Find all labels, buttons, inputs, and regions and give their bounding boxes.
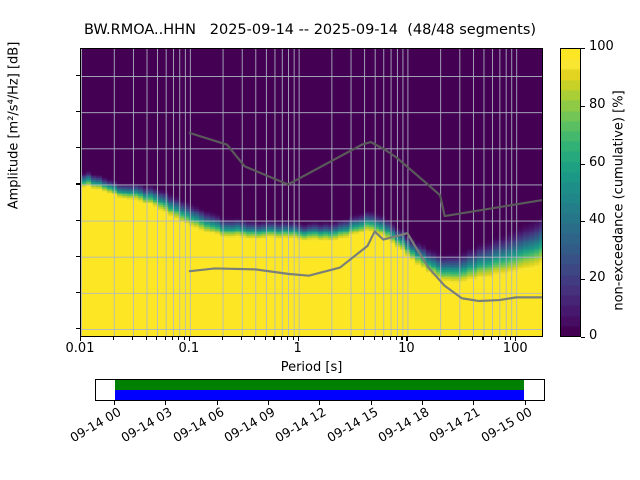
- x-axis-minor-tick-mark: [401, 337, 403, 340]
- colorbar-tick-label: 80: [589, 96, 606, 112]
- timeline-tick-label: 09-15 00: [478, 404, 535, 446]
- x-axis-minor-tick-mark: [382, 337, 384, 340]
- x-axis-tick-label: 0.1: [178, 341, 200, 356]
- x-axis-label: Period [s]: [280, 360, 343, 375]
- colorbar-tick-label: 60: [589, 154, 606, 170]
- x-axis-minor-tick-mark: [131, 337, 133, 340]
- x-axis-minor-tick-mark: [171, 337, 174, 340]
- x-axis-minor-tick-mark: [458, 337, 460, 340]
- x-axis-minor-tick-mark: [183, 337, 185, 340]
- x-axis-minor-tick-mark: [349, 337, 351, 340]
- colorbar-tick-label: 100: [589, 39, 614, 54]
- timeline-tick-label: 09-14 00: [67, 404, 124, 446]
- x-axis-minor-tick-mark: [510, 337, 512, 340]
- x-axis-minor-tick-mark: [498, 337, 500, 340]
- colorbar-tick-label: 0: [589, 328, 598, 343]
- x-axis-tick-mark: [406, 337, 408, 341]
- y-axis-tick-mark: [76, 183, 80, 185]
- x-axis-minor-tick-mark: [178, 337, 180, 340]
- x-axis-tick-label: 1: [293, 341, 302, 356]
- timeline-tick-label: 09-14 18: [375, 404, 432, 446]
- x-axis-minor-tick-mark: [273, 337, 275, 340]
- x-axis-minor-tick-mark: [280, 337, 282, 340]
- x-axis-minor-tick-mark: [389, 337, 391, 340]
- timeline-tick-mark: [165, 401, 167, 405]
- timeline-tick-mark: [422, 401, 424, 405]
- x-axis-tick-label: 10: [398, 341, 415, 356]
- timeline-tick-label: 09-14 03: [118, 404, 175, 446]
- data-coverage-timeline[interactable]: [95, 379, 545, 401]
- timeline-tick-mark: [524, 401, 526, 405]
- x-axis-minor-tick-mark: [240, 337, 242, 340]
- colorbar-tick-mark: [581, 48, 585, 50]
- x-axis-minor-tick-mark: [439, 337, 441, 340]
- timeline-tick-mark: [319, 401, 321, 405]
- timeline-segment-bar-top: [114, 380, 524, 390]
- timeline-tick-label: 09-14 06: [169, 404, 227, 446]
- x-axis-minor-tick-mark: [471, 337, 474, 340]
- colorbar-tick-mark: [581, 337, 585, 339]
- timeline-tick-label: 09-14 15: [323, 404, 381, 446]
- x-axis-minor-tick-mark: [145, 337, 147, 340]
- timeline-tick-label: 09-14 21: [426, 404, 483, 446]
- x-axis-minor-tick-mark: [287, 337, 289, 340]
- x-axis-tick-mark: [297, 337, 299, 341]
- x-axis-tick-mark: [188, 337, 190, 341]
- y-axis-tick-mark: [76, 147, 80, 149]
- colorbar-tick-mark: [581, 221, 585, 223]
- x-axis-minor-tick-mark: [373, 337, 375, 340]
- x-axis-minor-tick-mark: [264, 337, 266, 340]
- x-axis-tick-mark: [80, 337, 82, 341]
- ppsd-plot-axes: [80, 48, 543, 337]
- y-axis-tick-mark: [76, 255, 80, 257]
- y-axis-tick-mark: [76, 111, 80, 113]
- y-axis-tick-mark: [76, 291, 80, 293]
- y-axis-tick-mark: [76, 219, 80, 221]
- x-axis-minor-tick-mark: [504, 337, 506, 340]
- x-axis-minor-tick-mark: [292, 337, 294, 340]
- timeline-tick-mark: [267, 401, 270, 405]
- colorbar-tick-label: 40: [589, 212, 606, 228]
- timeline-tick-label: 09-14 12: [272, 404, 329, 446]
- timeline-tick-label: 09-14 09: [221, 404, 278, 446]
- x-axis-minor-tick-mark: [395, 337, 397, 340]
- x-axis-minor-tick-mark: [221, 337, 223, 340]
- x-axis-minor-tick-mark: [482, 337, 484, 340]
- colorbar-gradient: [561, 49, 580, 336]
- x-axis-minor-tick-mark: [156, 337, 158, 340]
- timeline-tick-mark: [113, 401, 115, 405]
- x-axis-minor-tick-mark: [112, 337, 114, 340]
- x-axis-minor-tick-mark: [491, 337, 493, 340]
- x-axis-minor-tick-mark: [164, 337, 166, 340]
- y-axis-label: Amplitude [m²/s⁴/Hz] [dB]: [6, 41, 22, 210]
- timeline-tick-mark: [370, 401, 372, 405]
- timeline-tick-mark: [473, 401, 475, 405]
- x-axis-minor-tick-mark: [363, 337, 365, 340]
- page-title: BW.RMOA..HHN 2025-09-14 -- 2025-09-14 (4…: [83, 22, 537, 38]
- x-axis-minor-tick-mark: [254, 337, 256, 340]
- colorbar-tick-mark: [581, 105, 585, 107]
- x-axis-tick-label: 100: [502, 341, 528, 356]
- timeline-tick-mark: [216, 401, 218, 405]
- x-axis-tick-mark: [515, 337, 517, 341]
- y-axis-tick-mark: [76, 327, 80, 330]
- noise-model-overlay-canvas: [81, 49, 542, 336]
- timeline-segment-bar-bottom: [114, 390, 524, 400]
- colorbar-label: non-exceedance (cumulative) [%]: [611, 90, 627, 311]
- colorbar: [560, 48, 581, 337]
- colorbar-tick-mark: [581, 279, 585, 281]
- colorbar-tick-label: 20: [589, 270, 606, 286]
- colorbar-tick-mark: [581, 163, 585, 165]
- y-axis-tick-mark: [76, 75, 80, 77]
- x-axis-tick-label: 0.01: [65, 341, 95, 356]
- x-axis-minor-tick-mark: [330, 337, 332, 340]
